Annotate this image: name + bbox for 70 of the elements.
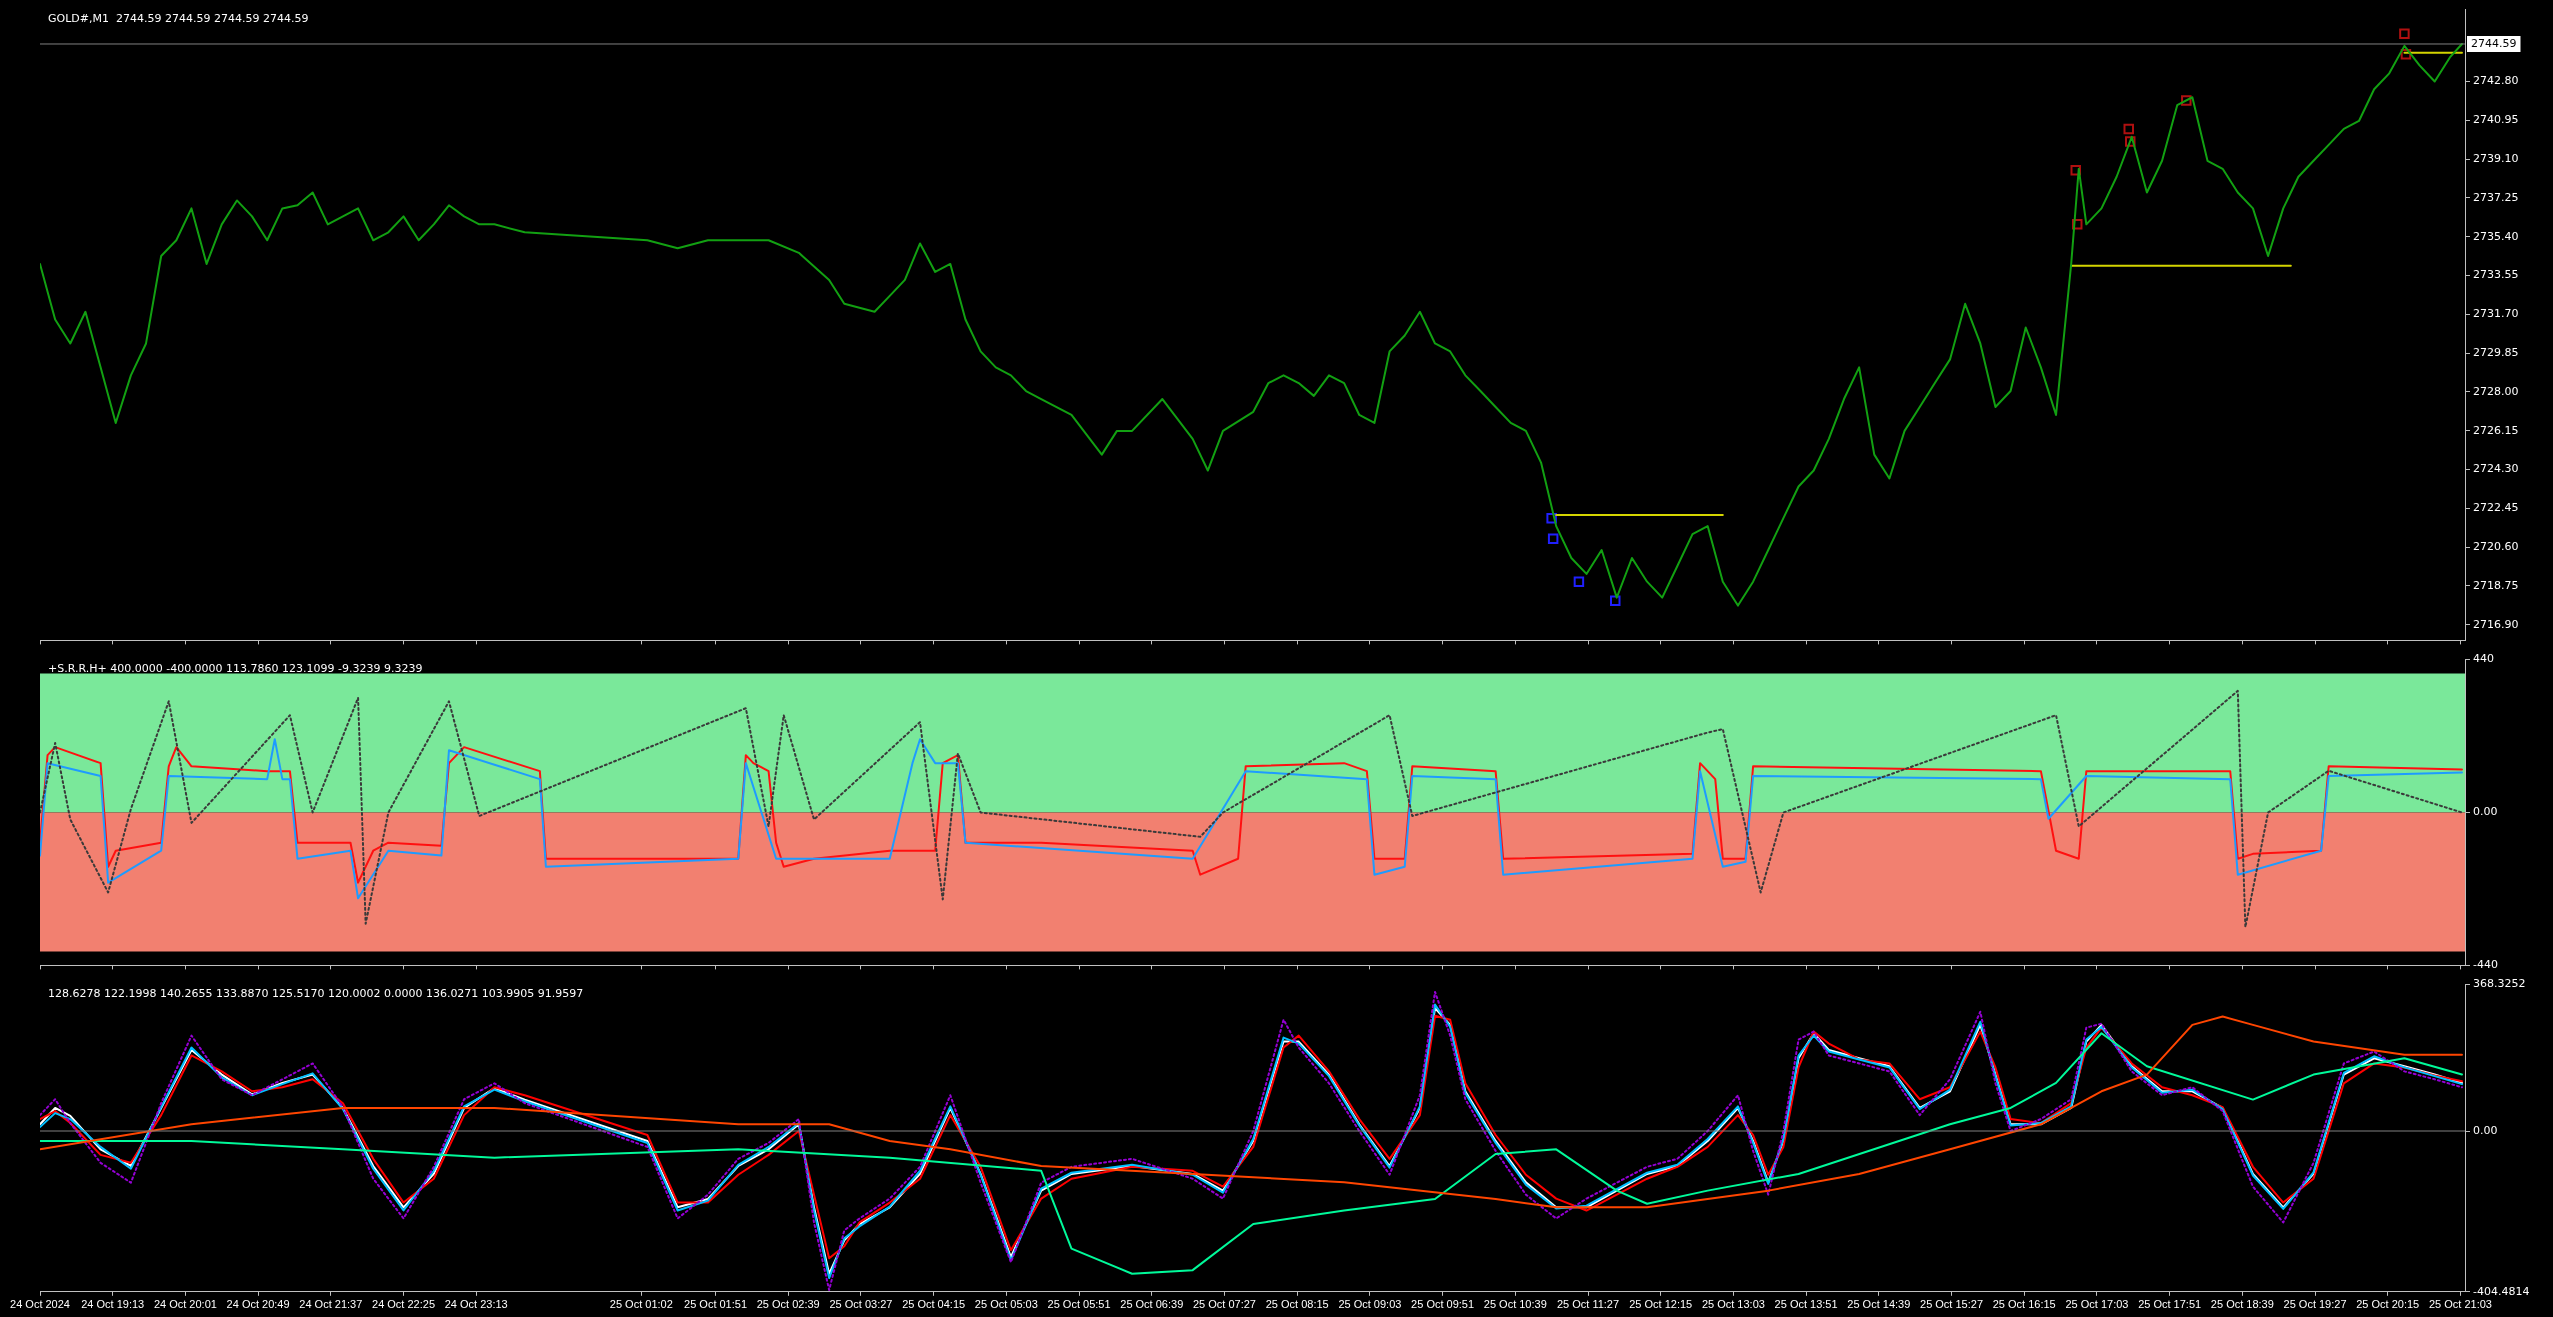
y-tick-label: 2718.75 bbox=[2473, 578, 2519, 592]
point bbox=[1547, 533, 1559, 544]
x-tick-label: 25 Oct 07:27 bbox=[1192, 1298, 1256, 1311]
x-tick-label: 25 Oct 15:27 bbox=[1920, 1298, 1984, 1311]
y-tick-label: 2716.90 bbox=[2473, 617, 2519, 631]
y-tick-label: 2726.15 bbox=[2473, 423, 2519, 437]
x-tick-label: 25 Oct 19:27 bbox=[2283, 1298, 2347, 1311]
x-tick-label: 24 Oct 21:37 bbox=[299, 1298, 363, 1311]
y-tick-label: 2728.00 bbox=[2473, 384, 2519, 398]
x-tick-label: 24 Oct 20:01 bbox=[153, 1298, 217, 1311]
x-tick-label: 25 Oct 01:51 bbox=[684, 1298, 748, 1311]
point bbox=[1573, 576, 1585, 587]
x-tick-label: 25 Oct 12:15 bbox=[1629, 1298, 1693, 1311]
x-tick-label: 24 Oct 2024 bbox=[10, 1298, 70, 1311]
x-tick-label: 25 Oct 06:39 bbox=[1120, 1298, 1184, 1311]
x-tick-label: 25 Oct 13:51 bbox=[1774, 1298, 1838, 1311]
chart-title: 128.6278 122.1998 140.2655 133.8870 125.5170 120.0002 0.0000 136.0271 103.9905 91.9597 bbox=[48, 986, 584, 1000]
y-tick-label: 2740.95 bbox=[2473, 113, 2519, 127]
y-tick-label: 2724.30 bbox=[2473, 462, 2519, 476]
y-tick-label: -440 bbox=[2473, 958, 2498, 972]
y-tick-label: 2733.55 bbox=[2473, 268, 2519, 282]
x-tick-label: 25 Oct 04:15 bbox=[902, 1298, 966, 1311]
y-tick-label: 2735.40 bbox=[2473, 229, 2519, 243]
y-tick-label: 2729.85 bbox=[2473, 345, 2519, 359]
y-tick-label: -404.4814 bbox=[2473, 1284, 2530, 1298]
point bbox=[2399, 28, 2410, 39]
point bbox=[2072, 219, 2083, 230]
x-tick-label: 25 Oct 17:51 bbox=[2138, 1298, 2202, 1311]
x-tick-label: 24 Oct 19:13 bbox=[81, 1298, 145, 1311]
chart-title: GOLD#,M1 2744.59 2744.59 2744.59 2744.59 bbox=[48, 11, 309, 25]
x-tick-label: 25 Oct 13:03 bbox=[1701, 1298, 1765, 1311]
x-tick-label: 25 Oct 11:27 bbox=[1556, 1298, 1620, 1311]
x-tick-label: 25 Oct 17:03 bbox=[2065, 1298, 2129, 1311]
x-tick-label: 25 Oct 21:03 bbox=[2428, 1298, 2492, 1311]
y-tick-label: 2739.10 bbox=[2473, 151, 2519, 165]
ref-line-label: 2744.59 bbox=[2471, 36, 2517, 50]
x-tick-label: 25 Oct 10:39 bbox=[1483, 1298, 1547, 1311]
x-tick-label: 25 Oct 02:39 bbox=[756, 1298, 820, 1311]
point bbox=[2400, 49, 2412, 60]
x-tick-label: 24 Oct 22:25 bbox=[372, 1298, 436, 1311]
x-tick-label: 25 Oct 18:39 bbox=[2210, 1298, 2274, 1311]
x-tick-label: 25 Oct 20:15 bbox=[2356, 1298, 2420, 1311]
x-tick-label: 25 Oct 14:39 bbox=[1847, 1298, 1911, 1311]
x-tick-label: 25 Oct 05:03 bbox=[974, 1298, 1038, 1311]
point bbox=[1610, 595, 1621, 607]
x-tick-label: 25 Oct 09:51 bbox=[1411, 1298, 1475, 1311]
x-tick-label: 25 Oct 09:03 bbox=[1338, 1298, 1402, 1311]
point bbox=[2123, 123, 2134, 135]
x-tick-label: 25 Oct 01:02 bbox=[609, 1298, 673, 1311]
chart-title: +S.R.R.H+ 400.0000 -400.0000 113.7860 123.1099 -9.3239 9.3239 bbox=[48, 661, 423, 675]
y-tick-label: 2742.80 bbox=[2473, 74, 2519, 88]
y-tick-label: 440 bbox=[2473, 652, 2494, 666]
x-tick-label: 24 Oct 23:13 bbox=[444, 1298, 508, 1311]
x-tick-label: 25 Oct 08:15 bbox=[1265, 1298, 1329, 1311]
y-tick-label: 2722.45 bbox=[2473, 501, 2519, 515]
x-tick-label: 25 Oct 16:15 bbox=[1992, 1298, 2056, 1311]
x-tick-label: 24 Oct 20:49 bbox=[226, 1298, 290, 1311]
point bbox=[2125, 136, 2136, 147]
point bbox=[1546, 512, 1557, 524]
y-tick-label: 0.00 bbox=[2473, 805, 2498, 819]
y-tick-label: 0.00 bbox=[2473, 1123, 2498, 1137]
y-tick-label: 2731.70 bbox=[2473, 307, 2519, 321]
x-tick-label: 25 Oct 05:51 bbox=[1047, 1298, 1111, 1311]
y-tick-label: 2737.25 bbox=[2473, 190, 2519, 204]
point bbox=[2181, 95, 2192, 106]
line-series bbox=[40, 689, 2463, 929]
point bbox=[2070, 164, 2081, 176]
y-tick-label: 368.3252 bbox=[2473, 977, 2526, 991]
y-tick-label: 2720.60 bbox=[2473, 539, 2519, 553]
x-tick-label: 25 Oct 03:27 bbox=[829, 1298, 893, 1311]
